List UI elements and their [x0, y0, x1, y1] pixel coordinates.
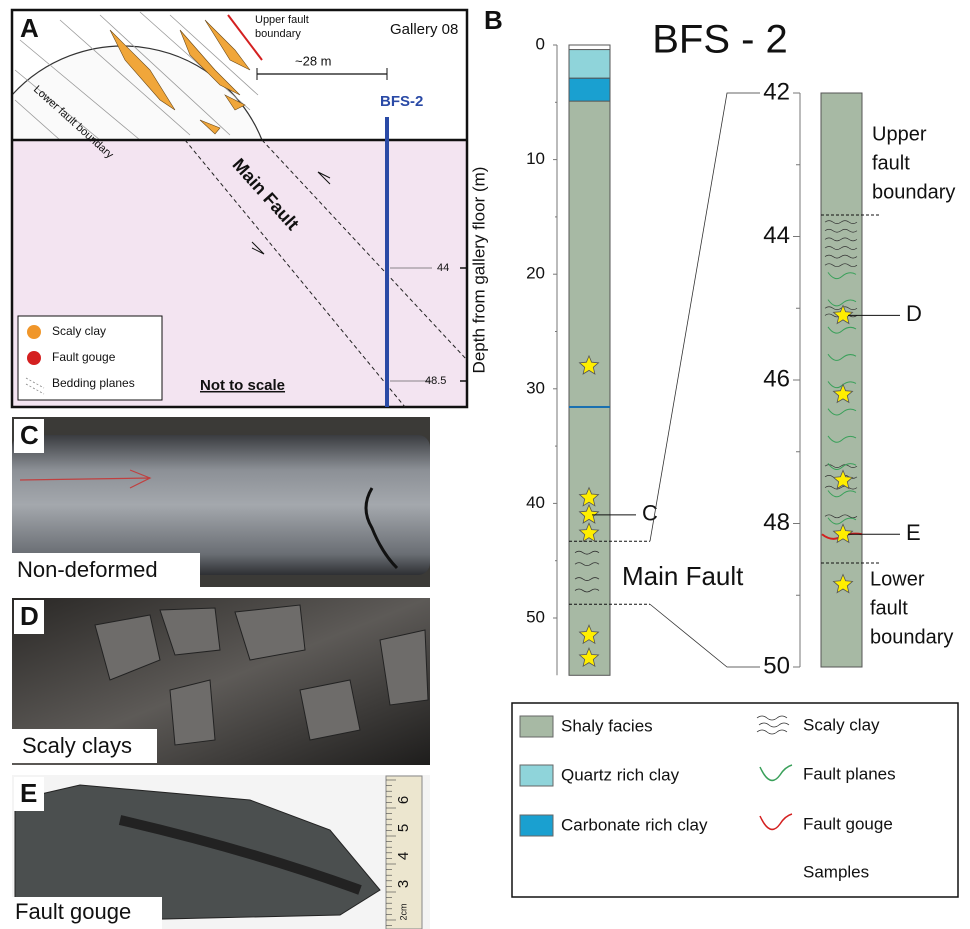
lower-fault-label: boundary — [870, 626, 953, 648]
legend-label: Quartz rich clay — [561, 765, 680, 784]
sample-label: D — [906, 301, 922, 326]
tick-label: 42 — [763, 78, 790, 105]
upper-fault-label: Upper fault — [255, 14, 309, 26]
upper-fault-label: Upper — [872, 123, 927, 145]
tick-label: 44 — [763, 222, 790, 249]
tick-label: 40 — [526, 493, 545, 512]
lower-fault-label: Lower — [870, 568, 925, 590]
distance-label: ~28 m — [295, 53, 332, 68]
gallery-label: Gallery 08 — [390, 21, 458, 38]
photo-e: 6 5 4 3 2cm E Fault gouge — [12, 775, 430, 929]
tick-label: 10 — [526, 149, 545, 168]
tick-label: 50 — [763, 652, 790, 679]
scale-note: Not to scale — [200, 377, 285, 394]
sample-label: E — [906, 520, 921, 545]
photo-c: C Non-deformed — [12, 417, 430, 587]
upper-fault-label: boundary — [255, 28, 301, 40]
legend-swatch — [520, 716, 553, 737]
panel-letter: C — [20, 420, 39, 450]
upper-fault-label: boundary — [872, 181, 955, 203]
legend-label: Carbonate rich clay — [561, 815, 708, 834]
photo-caption: Scaly clays — [22, 733, 132, 758]
panel-letter: B — [484, 5, 503, 35]
tick-label: 48 — [763, 509, 790, 536]
main-fault-label: Main Fault — [622, 561, 744, 591]
quartz-layer — [569, 50, 610, 79]
tick-label: 30 — [526, 378, 545, 397]
tick-label: 20 — [526, 264, 545, 283]
photo-caption: Non-deformed — [17, 557, 158, 582]
legend: Shaly facies Quartz rich clay Carbonate … — [512, 703, 958, 897]
tick-label: 46 — [763, 365, 790, 392]
sample-label: C — [642, 501, 658, 526]
legend-label: Fault planes — [803, 764, 896, 783]
zoom-connector — [650, 604, 760, 667]
lower-fault-label: fault — [870, 597, 908, 619]
depth-mark: 44 — [437, 262, 449, 274]
panel-letter: D — [20, 601, 39, 631]
legend-label: Fault gouge — [803, 814, 893, 833]
legend-swatch — [27, 325, 41, 339]
zoom-connector — [650, 93, 760, 541]
ruler-label: 4 — [395, 852, 412, 860]
legend-label: Fault gouge — [52, 350, 116, 364]
legend-label: Shaly facies — [561, 716, 653, 735]
legend-swatch — [520, 815, 553, 836]
carbonate-layer — [569, 78, 610, 101]
panel-letter: A — [20, 13, 39, 43]
legend-label: Scaly clay — [803, 715, 880, 734]
ruler-label: 6 — [395, 796, 412, 804]
legend-swatch — [27, 351, 41, 365]
borehole-label: BFS-2 — [380, 93, 423, 110]
panel-a: A Upper fault boundary Gallery 08 Lower … — [12, 10, 467, 407]
figure: A Upper fault boundary Gallery 08 Lower … — [0, 0, 970, 929]
legend-swatch — [520, 765, 553, 786]
tick-label: 50 — [526, 607, 545, 626]
panel-letter: E — [20, 778, 37, 808]
upper-fault-label: fault — [872, 152, 910, 174]
photo-caption: Fault gouge — [15, 899, 131, 924]
legend-label: Samples — [803, 862, 869, 881]
legend-label: Bedding planes — [52, 376, 135, 390]
depth-mark: 48.5 — [425, 375, 446, 387]
photo-d: D Scaly clays — [12, 598, 430, 765]
carbonate-layer — [569, 406, 610, 408]
borehole-title: BFS - 2 — [652, 18, 788, 62]
tick-label: 0 — [536, 34, 545, 53]
ruler-label: 3 — [395, 880, 412, 888]
legend-label: Scaly clay — [52, 324, 106, 338]
ruler-label: 5 — [395, 824, 412, 832]
ruler-label: 2cm — [398, 903, 408, 920]
axis-label: Depth from gallery floor (m) — [469, 167, 488, 374]
